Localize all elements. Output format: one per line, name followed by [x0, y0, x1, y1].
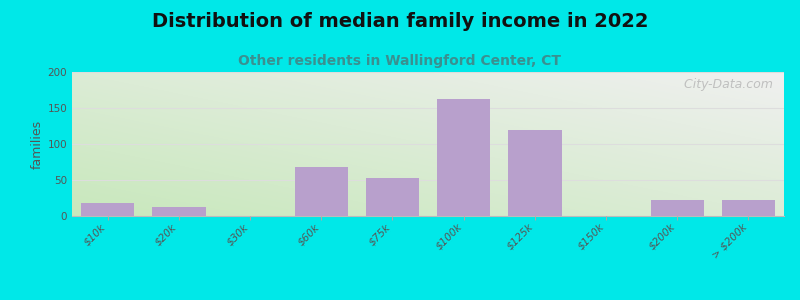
- Bar: [722, 200, 775, 216]
- Bar: [650, 200, 704, 216]
- Text: Distribution of median family income in 2022: Distribution of median family income in …: [152, 12, 648, 31]
- Bar: [294, 167, 348, 216]
- Bar: [152, 207, 206, 216]
- Bar: [437, 99, 490, 216]
- Text: Other residents in Wallingford Center, CT: Other residents in Wallingford Center, C…: [238, 54, 562, 68]
- Bar: [366, 178, 419, 216]
- Text: City-Data.com: City-Data.com: [681, 78, 774, 91]
- Bar: [508, 130, 562, 216]
- Bar: [81, 203, 134, 216]
- Y-axis label: families: families: [30, 119, 43, 169]
